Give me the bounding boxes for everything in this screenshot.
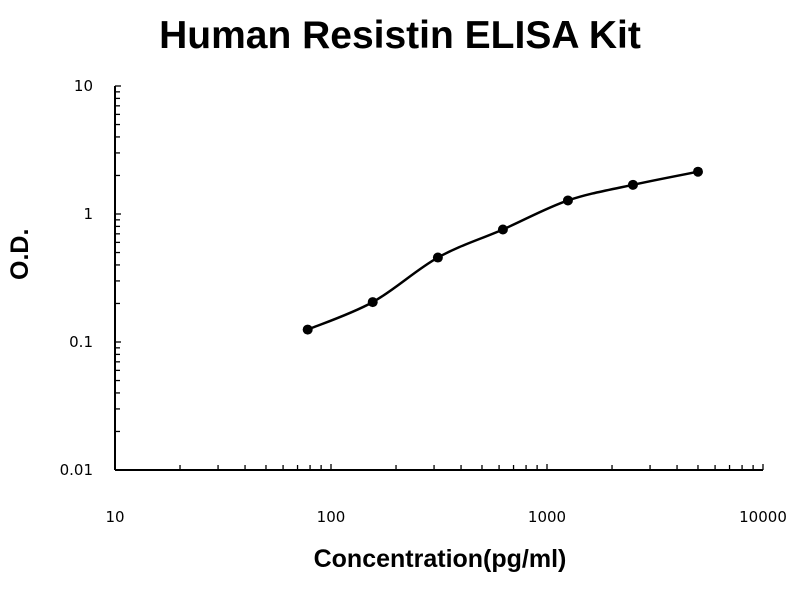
y-tick-label: 10 (74, 77, 93, 95)
y-tick-label: 0.01 (60, 461, 93, 479)
x-tick-label: 100 (317, 508, 346, 526)
data-point (562, 195, 573, 206)
data-point (627, 179, 638, 190)
x-tick-label: 1000 (528, 508, 566, 526)
data-point (497, 224, 508, 235)
y-tick-label: 0.1 (69, 333, 93, 351)
data-point (692, 166, 703, 177)
x-tick-label: 10000 (739, 508, 787, 526)
y-tick-label: 1 (83, 205, 93, 223)
chart-title: Human Resistin ELISA Kit (159, 14, 641, 57)
data-point (302, 324, 313, 335)
x-tick-label: 10 (105, 508, 124, 526)
series-line (307, 170, 699, 331)
data-point (432, 252, 443, 263)
data-point (367, 297, 378, 308)
x-axis-label: Concentration(pg/ml) (313, 545, 567, 573)
